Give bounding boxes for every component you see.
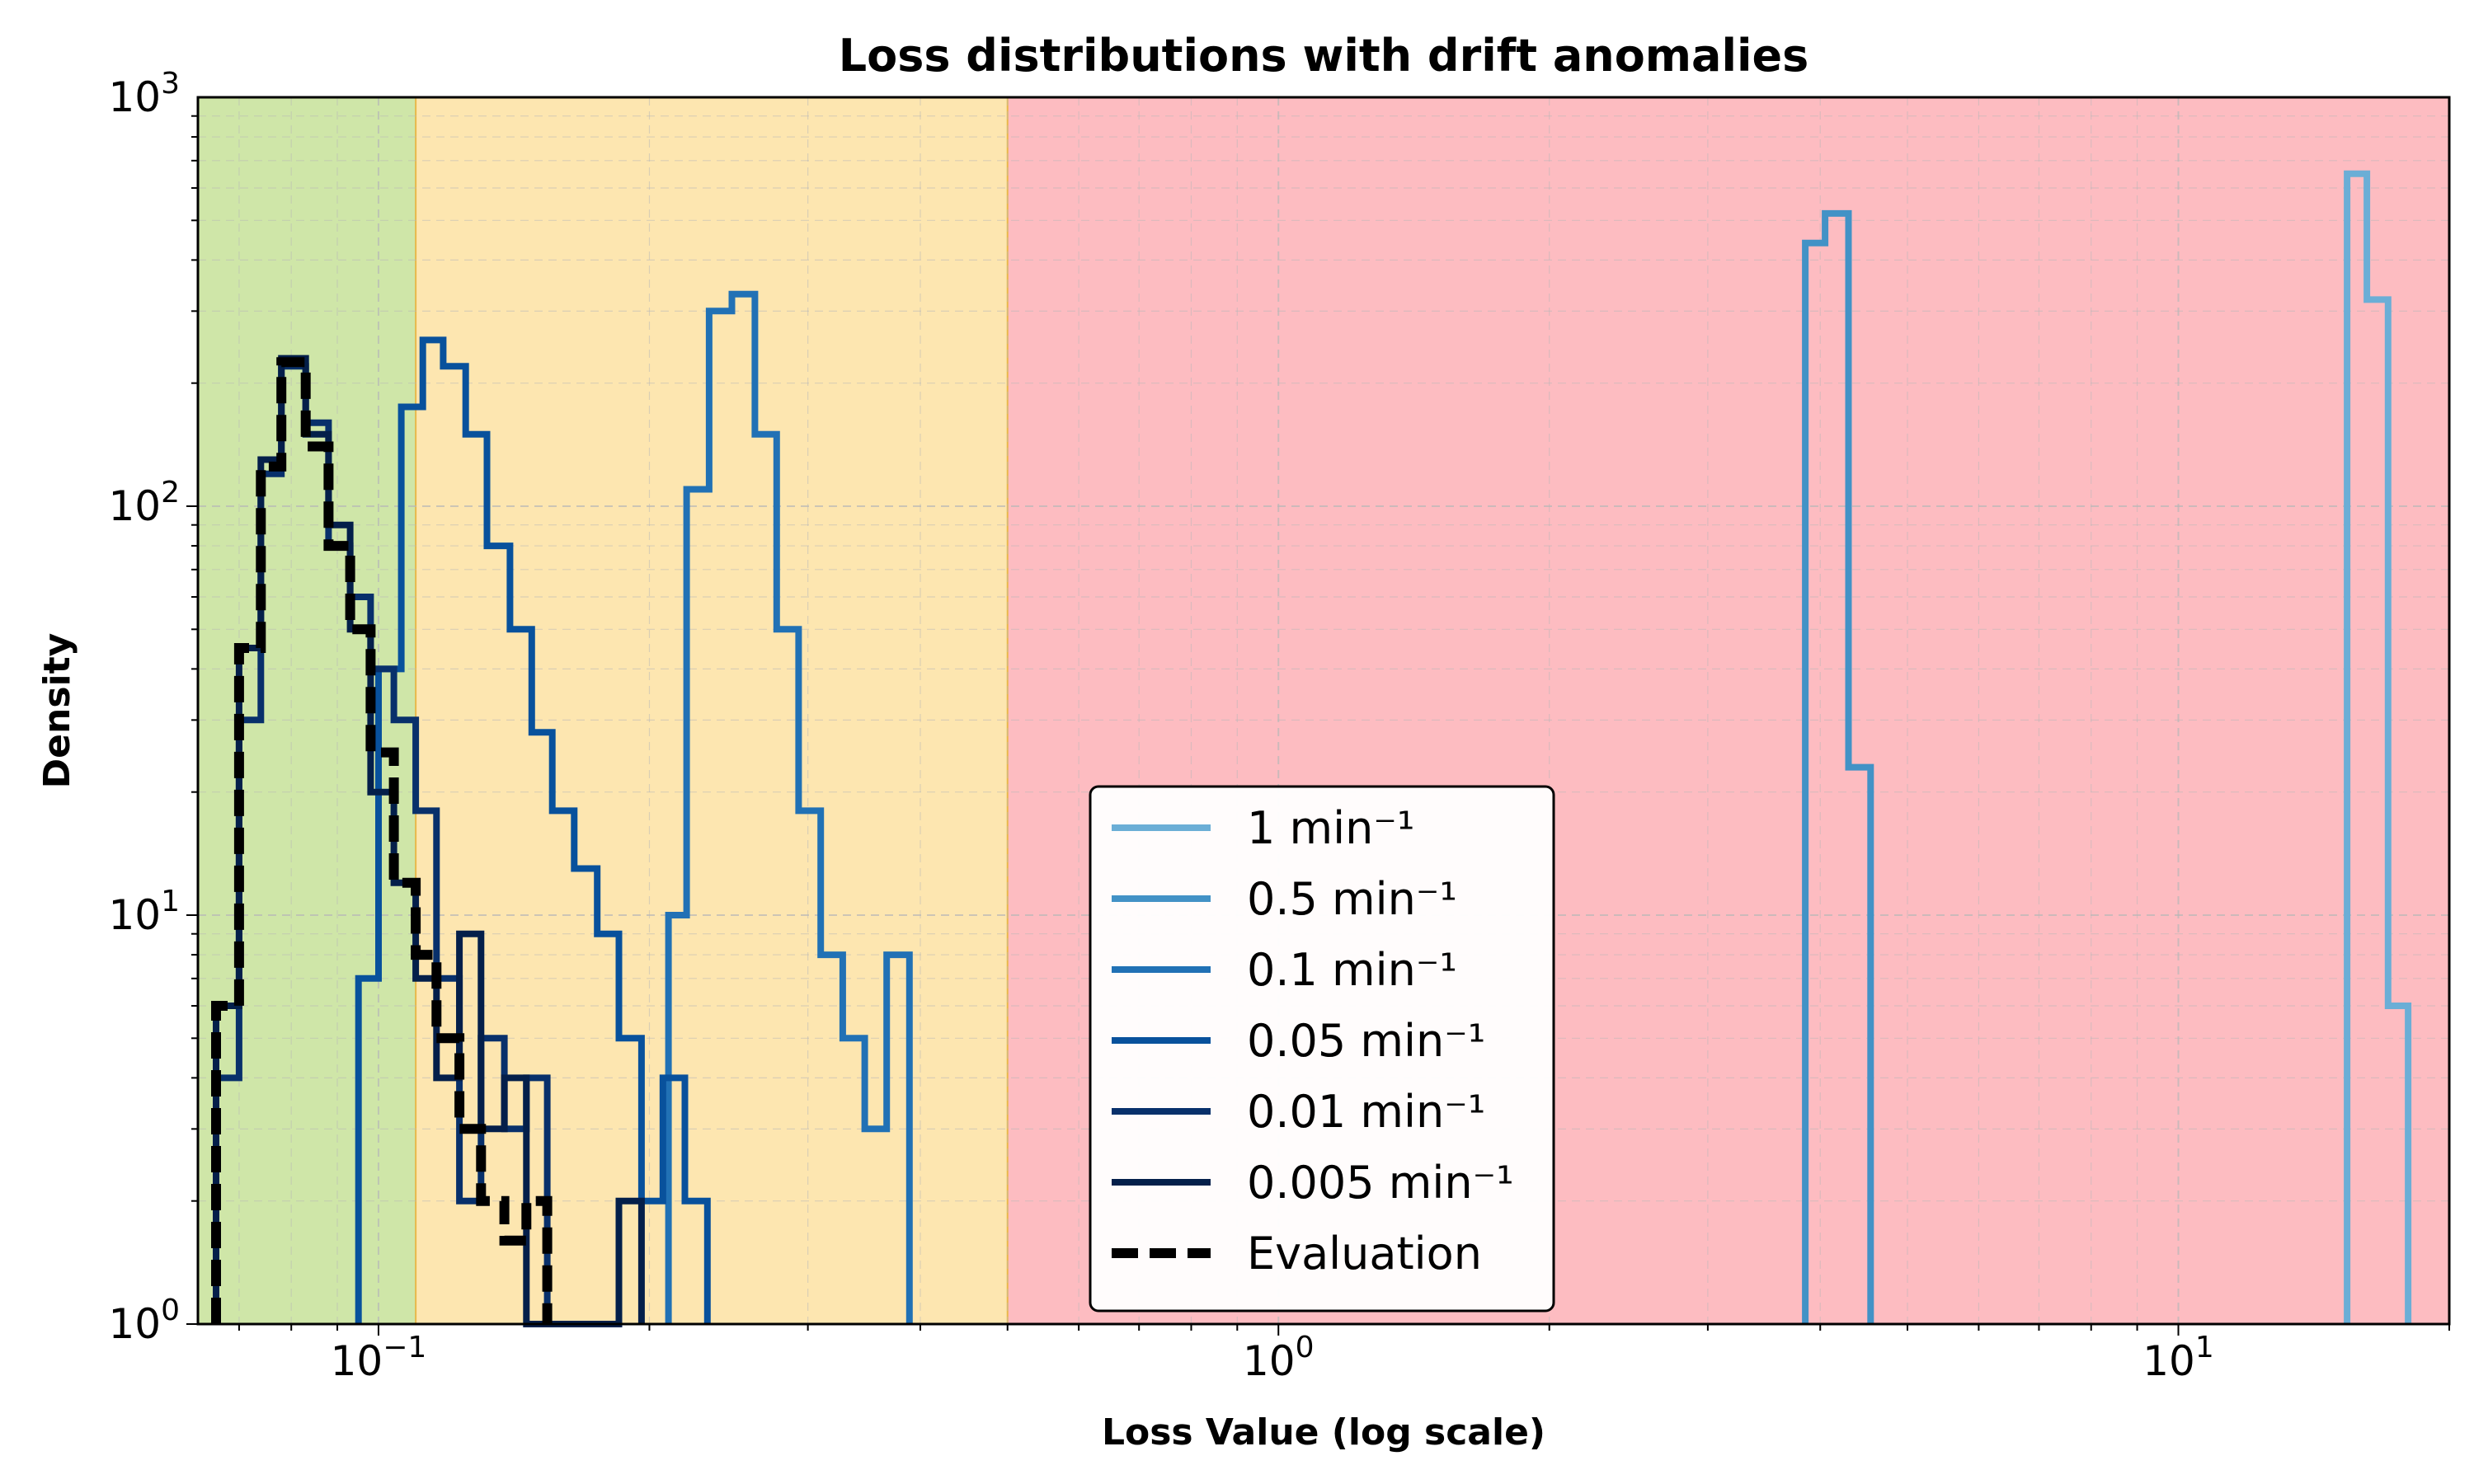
legend-label-1: 1 min⁻¹ [1247, 802, 1415, 854]
legend: 1 min⁻¹ 0.5 min⁻¹ 0.1 min⁻¹ 0.05 min⁻¹ 0.01 … [1089, 785, 1555, 1313]
x-tick-label: 101 [2142, 1331, 2214, 1385]
y-axis-label: Density [36, 633, 78, 789]
chart-title: Loss distributions with drift anomalies [839, 30, 1809, 82]
y-tick-label: 100 [108, 1294, 180, 1348]
plot-frame [196, 96, 2451, 1326]
y-tick-label: 102 [108, 476, 180, 530]
legend-label-7: Evaluation [1247, 1228, 1482, 1280]
x-axis-label: Loss Value (log scale) [1102, 1411, 1545, 1453]
legend-label-5: 0.01 min⁻¹ [1247, 1086, 1485, 1138]
legend-label-6: 0.005 min⁻¹ [1247, 1157, 1514, 1209]
series-line-7 [211, 357, 553, 1324]
x-tick-label: 100 [1243, 1331, 1315, 1385]
region-band-2 [416, 97, 1008, 1324]
series-line-4 [355, 336, 711, 1324]
y-tick-label: 103 [108, 67, 180, 121]
region-band-1 [198, 97, 416, 1324]
y-tick-label: 101 [108, 885, 180, 939]
background-regions [198, 97, 2449, 1324]
legend-label-4: 0.05 min⁻¹ [1247, 1015, 1485, 1067]
series-group [211, 170, 2412, 1327]
axis-ticks: 10−1 100 101 100 101 102 103 [108, 67, 2450, 1385]
legend-label-3: 0.1 min⁻¹ [1247, 944, 1457, 996]
series-line-2 [1802, 209, 1874, 1324]
series-line-1 [2344, 170, 2412, 1324]
legend-label-2: 0.5 min⁻¹ [1247, 873, 1457, 925]
series-line-3 [665, 290, 913, 1324]
x-tick-label: 10−1 [331, 1331, 427, 1385]
